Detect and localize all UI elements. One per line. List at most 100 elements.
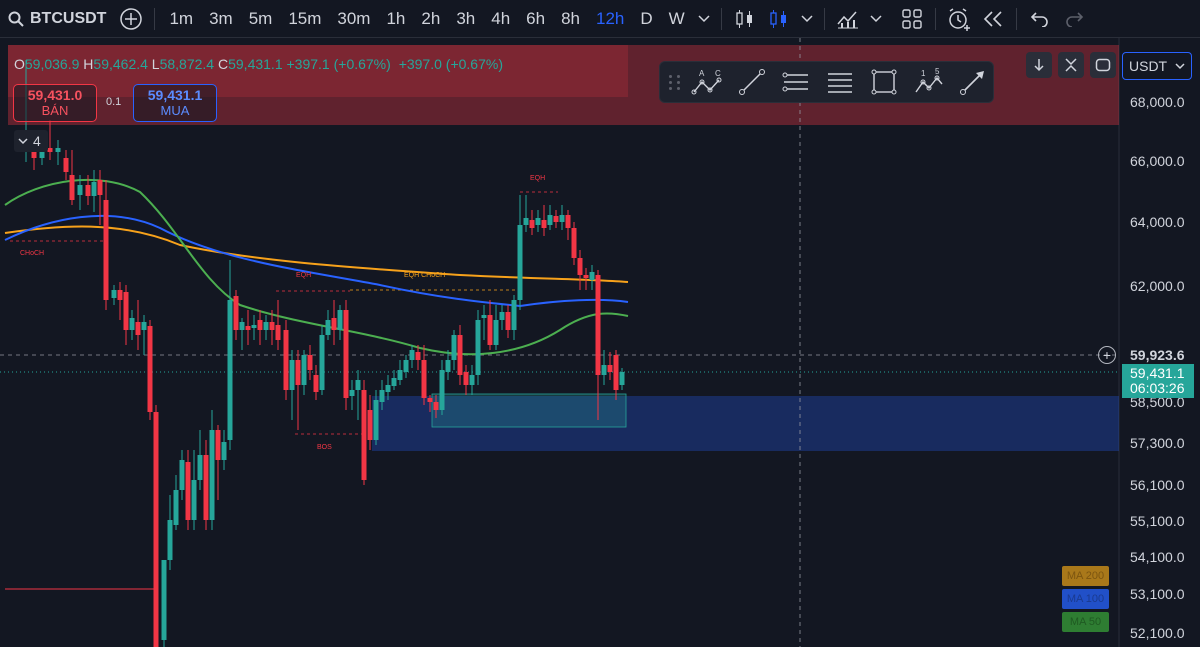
candle-body — [221, 442, 227, 460]
parallel-channel-tool[interactable] — [776, 64, 816, 100]
arrow-icon — [959, 71, 984, 95]
chevron-down-icon — [18, 137, 28, 144]
bar-style-active-button[interactable] — [762, 0, 796, 38]
interval-4h[interactable]: 4h — [491, 8, 511, 28]
interval-2h[interactable]: 2h — [421, 8, 441, 28]
buy-button[interactable]: 59,431.1 MUA — [133, 84, 217, 122]
candle-body — [445, 360, 451, 372]
interval-8h[interactable]: 8h — [561, 8, 580, 28]
rectangle-tool[interactable] — [864, 64, 904, 100]
interval-dropdown[interactable] — [693, 0, 715, 38]
candle-body — [295, 360, 301, 385]
currency-select[interactable]: USDT — [1122, 52, 1192, 80]
candle-body — [355, 380, 361, 390]
layout-button[interactable] — [895, 0, 929, 38]
candle-body — [167, 520, 173, 560]
ma200-legend[interactable]: MA 200 — [1062, 566, 1109, 586]
candle-body — [523, 218, 529, 225]
ma100-legend[interactable]: MA 100 — [1062, 589, 1109, 609]
candle-body — [185, 462, 191, 520]
scroll-down-button[interactable] — [1026, 52, 1052, 78]
sell-price: 59,431.0 — [27, 87, 83, 103]
interval-6h[interactable]: 6h — [526, 8, 546, 28]
candle-body — [373, 400, 379, 440]
candle-body — [147, 326, 153, 412]
horizontal-lines-tool[interactable] — [820, 64, 860, 100]
trend-line-tool[interactable] — [732, 64, 772, 100]
candle-body — [215, 430, 221, 460]
alert-button[interactable] — [942, 0, 976, 38]
candle-body — [559, 215, 565, 222]
low-value: 58,872.4 — [159, 56, 215, 72]
ma50-legend[interactable]: MA 50 — [1062, 612, 1109, 632]
chart-pane[interactable] — [0, 38, 1200, 647]
bar-style-candles-button[interactable] — [728, 0, 762, 38]
interval-1h[interactable]: 1h — [386, 8, 406, 28]
indicators-collapse-toggle[interactable]: 4 — [14, 130, 48, 152]
low-label: L — [151, 56, 160, 72]
candle-body — [55, 148, 61, 152]
interval-15m[interactable]: 15m — [288, 8, 322, 28]
price-axis-label: 53,100.0 — [1130, 586, 1185, 602]
plus-circle-icon — [120, 7, 143, 30]
interval-d[interactable]: D — [640, 8, 653, 28]
interval-12h[interactable]: 12h — [596, 8, 625, 28]
close-value: 59,431.1 — [228, 56, 283, 72]
interval-3h[interactable]: 3h — [456, 8, 476, 28]
divider — [154, 7, 156, 30]
sell-label: BÁN — [41, 103, 69, 118]
sell-button[interactable]: 59,431.0 BÁN — [13, 84, 97, 122]
candle-body — [409, 350, 415, 360]
candle-body — [571, 228, 577, 258]
add-alert-crosshair-button[interactable]: + — [1098, 346, 1116, 364]
candle-body — [209, 430, 215, 520]
candle-body — [63, 158, 69, 172]
bar-style-dropdown[interactable] — [796, 0, 818, 38]
symbol-search[interactable]: BTCUSDT — [0, 0, 114, 38]
maximize-button[interactable] — [1090, 52, 1116, 78]
candle-body — [307, 355, 313, 370]
candle-body — [601, 365, 607, 375]
drag-handle[interactable] — [666, 72, 683, 92]
interval-w[interactable]: W — [668, 8, 685, 28]
price-axis-label: 55,100.0 — [1130, 513, 1185, 529]
price-axis-label: 57,300.0 — [1130, 435, 1185, 451]
candle-body — [179, 460, 185, 490]
candle-body — [457, 335, 463, 375]
interval-list: 1m 3m 5m 15m 30m 1h 2h 3h 4h 6h 8h 12h D W — [161, 0, 692, 38]
arrow-tool[interactable] — [953, 64, 993, 100]
price-axis-label: 68,000.0 — [1130, 94, 1185, 110]
candle-body — [349, 390, 355, 396]
price-chart[interactable] — [0, 38, 1200, 647]
candle-body — [289, 360, 295, 390]
divider — [720, 7, 722, 30]
collapse-button[interactable] — [1058, 52, 1084, 78]
interval-30m[interactable]: 30m — [337, 8, 371, 28]
interval-3m[interactable]: 3m — [209, 8, 233, 28]
candle-body — [117, 290, 123, 300]
candle-body — [233, 296, 239, 330]
interval-5m[interactable]: 5m — [248, 8, 273, 28]
candle-body — [391, 378, 397, 386]
candle-body — [403, 360, 409, 372]
candle-body — [607, 365, 613, 372]
demand-zone — [372, 396, 1119, 451]
candle-body — [227, 300, 233, 440]
indicators-button[interactable] — [831, 0, 865, 38]
symbol-name: BTCUSDT — [30, 9, 107, 27]
undo-button[interactable] — [1023, 0, 1057, 38]
replay-button[interactable] — [976, 0, 1010, 38]
redo-button[interactable] — [1057, 0, 1091, 38]
eqh-choch-label: EQH CHoCH — [404, 272, 446, 279]
compare-symbol-button[interactable] — [114, 0, 148, 38]
buy-label: MUA — [160, 103, 190, 118]
candle-body — [325, 320, 331, 335]
interval-1m[interactable]: 1m — [169, 8, 194, 28]
rectangle-icon — [871, 69, 897, 95]
indicators-dropdown[interactable] — [865, 0, 887, 38]
crosshair-price-label: 59,923.6 — [1122, 345, 1194, 365]
redo-icon — [1065, 11, 1083, 27]
candle-body — [397, 370, 403, 380]
